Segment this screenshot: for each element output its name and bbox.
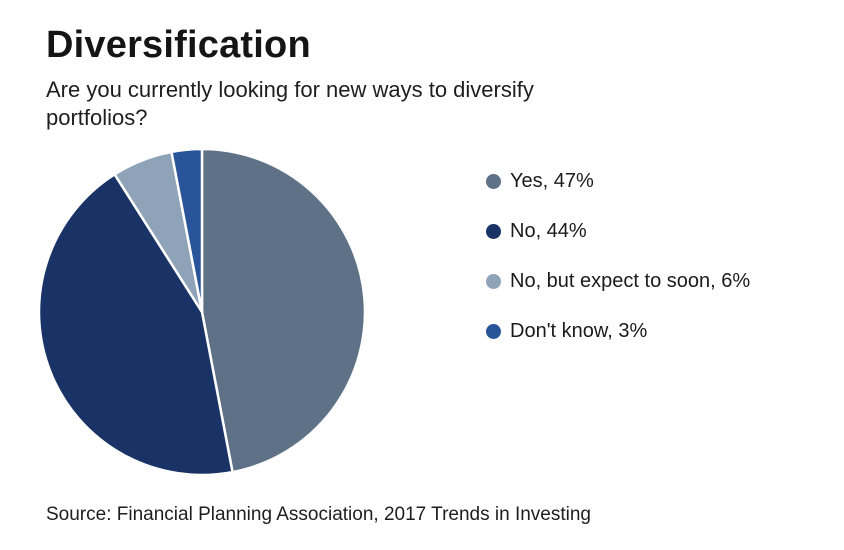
legend: Yes, 47% No, 44% No, but expect to soon,…: [486, 170, 750, 342]
chart-subtitle: Are you currently looking for new ways t…: [46, 77, 534, 130]
legend-bullet-icon: [486, 173, 501, 189]
legend-bullet-icon: [486, 323, 501, 339]
legend-label: No, 44%: [510, 219, 587, 242]
legend-bullet-icon: [486, 273, 501, 289]
pie-chart-svg: [37, 147, 367, 477]
legend-item-yes: Yes, 47%: [486, 170, 750, 192]
pie-slice-0: [200, 147, 367, 474]
pie-chart: [2, 112, 402, 512]
source-attribution: Source: Financial Planning Association, …: [46, 504, 591, 525]
chart-title: Diversification: [46, 24, 311, 66]
pie-slice-3: [170, 147, 204, 314]
legend-label: No, but expect to soon, 6%: [510, 269, 751, 292]
legend-label: Yes, 47%: [510, 169, 594, 192]
legend-item-dont-know: Don't know, 3%: [486, 320, 750, 342]
legend-bullet-icon: [486, 223, 501, 239]
legend-item-no-but-expect: No, but expect to soon, 6%: [486, 270, 750, 292]
pie-slice-1: [37, 173, 234, 477]
legend-label: Don't know, 3%: [510, 319, 648, 342]
legend-item-no: No, 44%: [486, 220, 750, 242]
